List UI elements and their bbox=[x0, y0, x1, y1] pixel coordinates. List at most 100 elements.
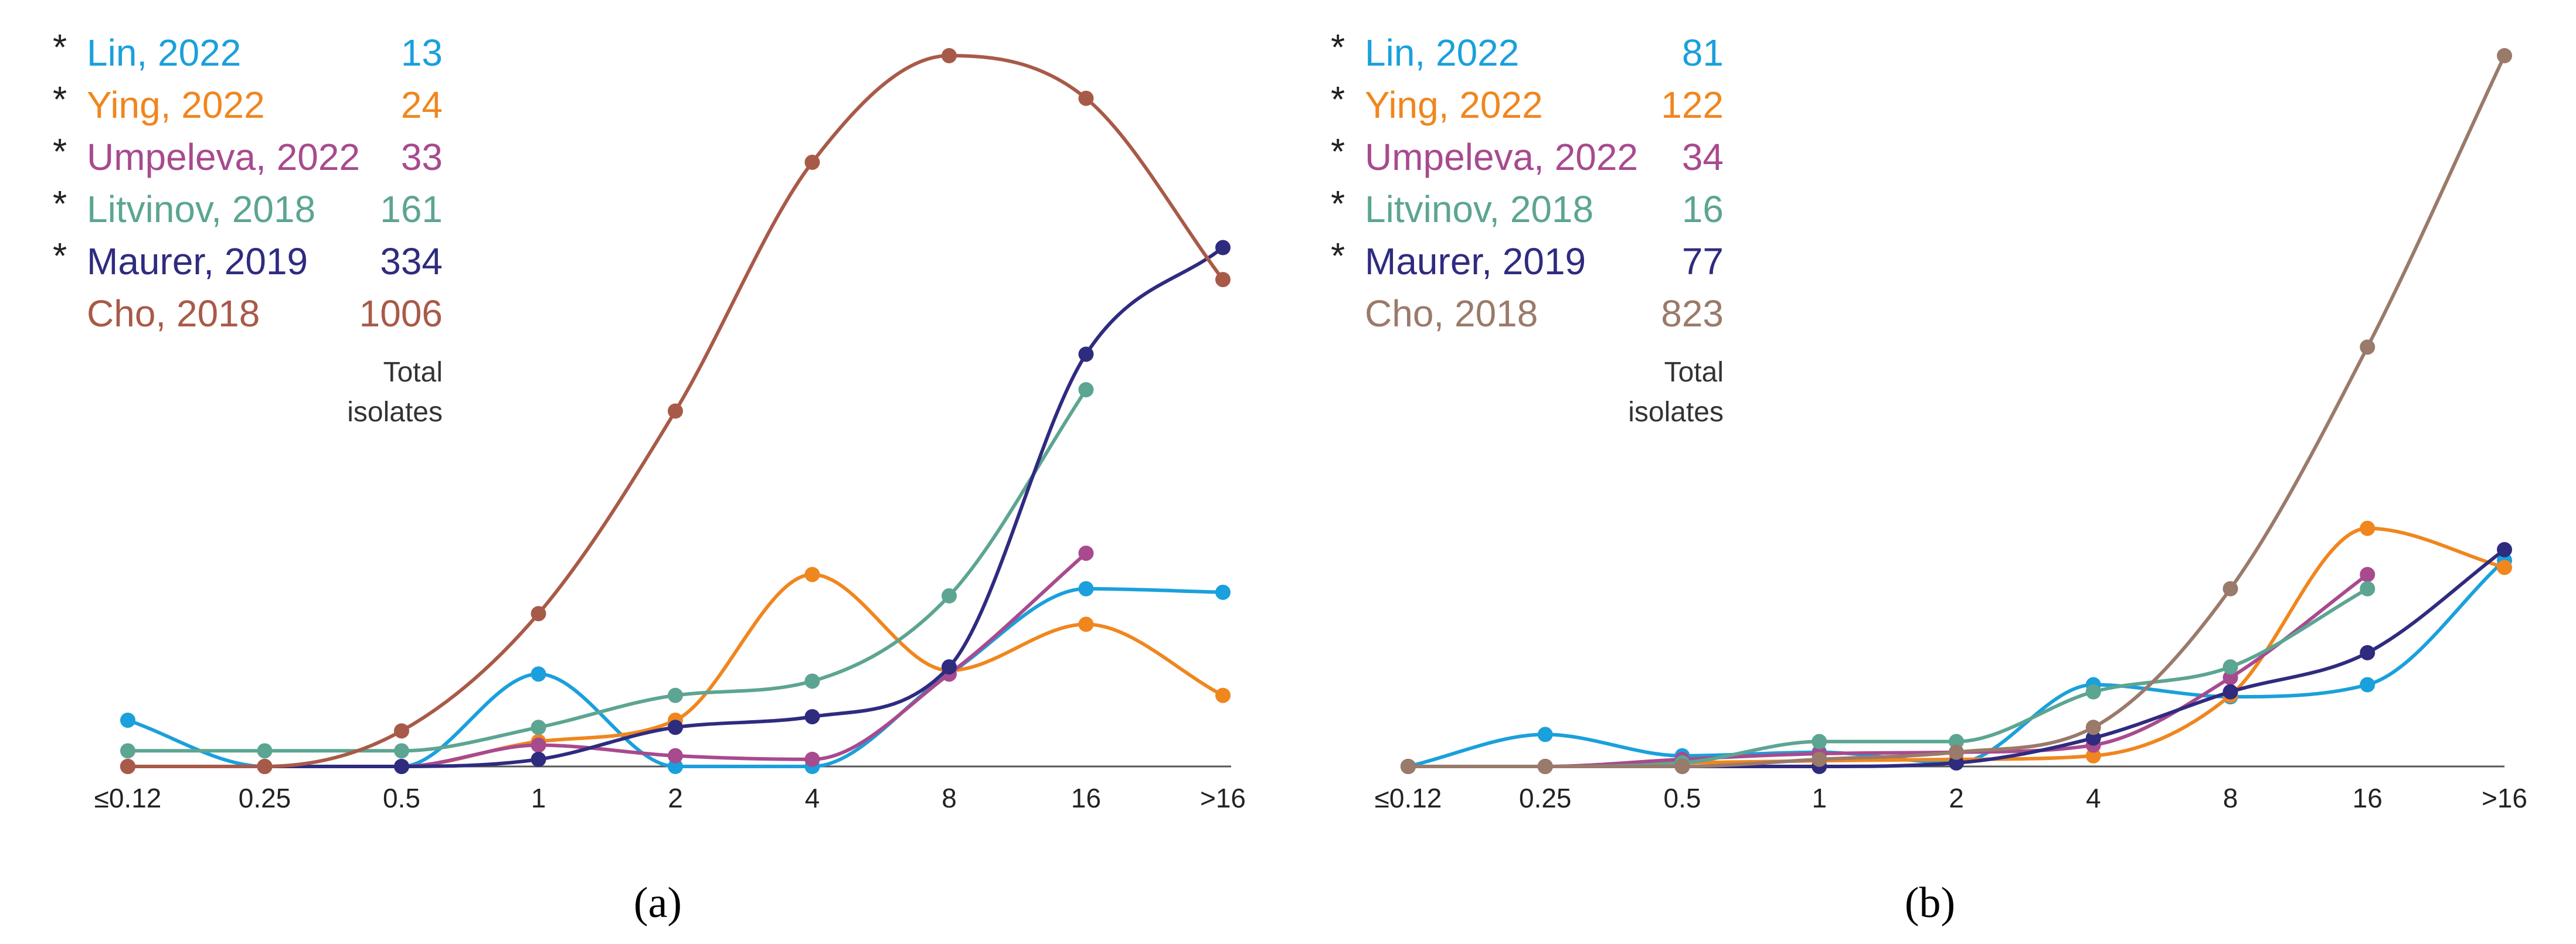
legend-asterisk: * bbox=[53, 132, 67, 172]
series-line-lin bbox=[126, 587, 1225, 768]
data-point bbox=[2085, 730, 2101, 746]
data-point bbox=[804, 154, 820, 170]
data-point bbox=[531, 666, 546, 682]
data-point bbox=[668, 687, 683, 703]
x-tick-label: 1 bbox=[1812, 783, 1827, 813]
data-point bbox=[1401, 759, 1416, 774]
x-tick-label: 2 bbox=[1949, 783, 1964, 813]
data-point bbox=[2497, 48, 2512, 63]
x-tick-label: ≤0.12 bbox=[1375, 783, 1442, 813]
data-point bbox=[2222, 684, 2238, 700]
legend-asterisk: * bbox=[53, 28, 67, 68]
data-point bbox=[1078, 546, 1094, 561]
data-point bbox=[942, 588, 957, 604]
data-point bbox=[1812, 751, 1827, 767]
total-isolates-label: Total bbox=[1664, 357, 1724, 388]
legend-entry-name: Lin, 2022 bbox=[1365, 32, 1519, 74]
data-point bbox=[2222, 581, 2238, 597]
data-point bbox=[1674, 759, 1690, 774]
chart-panel-a: ≤0.12 0.25 0.5 1 2 4 8 16 >16* Lin, 2022 13* Ying, … bbox=[53, 28, 1246, 813]
legend-entry-name: Maurer, 2019 bbox=[87, 240, 308, 282]
data-point bbox=[804, 709, 820, 725]
x-tick-label: 0.25 bbox=[1519, 783, 1572, 813]
data-point bbox=[531, 606, 546, 622]
x-tick-label: 0.25 bbox=[239, 783, 291, 813]
legend-entry-name: Ying, 2022 bbox=[1365, 84, 1543, 126]
legend-entry-name: Maurer, 2019 bbox=[1365, 240, 1586, 282]
data-point bbox=[1078, 90, 1094, 106]
data-point bbox=[120, 759, 135, 774]
legend-asterisk: * bbox=[1331, 236, 1345, 277]
x-tick-label: 4 bbox=[2086, 783, 2101, 813]
legend-entry-total: 161 bbox=[380, 188, 443, 230]
total-isolates-label: isolates bbox=[347, 397, 443, 428]
x-tick-label: ≤0.12 bbox=[94, 783, 162, 813]
data-point bbox=[668, 720, 683, 735]
data-point bbox=[1215, 584, 1231, 600]
x-tick-label: >16 bbox=[1200, 783, 1246, 813]
total-isolates-label: isolates bbox=[1628, 397, 1724, 428]
legend-entry-total: 334 bbox=[380, 240, 443, 282]
data-point bbox=[120, 713, 135, 728]
data-point bbox=[2497, 542, 2512, 558]
legend-entry-name: Cho, 2018 bbox=[87, 292, 260, 335]
legend-entry-total: 81 bbox=[1682, 32, 1724, 74]
data-point bbox=[804, 673, 820, 689]
legend-entry-total: 34 bbox=[1682, 136, 1724, 178]
legend-entry-total: 1006 bbox=[359, 292, 443, 335]
data-point bbox=[531, 751, 546, 767]
data-point bbox=[2085, 720, 2101, 735]
data-point bbox=[2360, 677, 2376, 693]
data-point bbox=[668, 748, 683, 764]
caption-a: (a) bbox=[634, 879, 682, 927]
legend-entry-total: 77 bbox=[1682, 240, 1724, 282]
data-point bbox=[257, 743, 273, 759]
caption-b: (b) bbox=[1905, 879, 1955, 927]
series-line-cho bbox=[126, 54, 1225, 768]
data-point bbox=[257, 759, 273, 774]
x-tick-label: 8 bbox=[942, 783, 957, 813]
data-point bbox=[942, 659, 957, 675]
data-point bbox=[120, 743, 135, 759]
data-point bbox=[1949, 744, 1964, 760]
legend-asterisk: * bbox=[1331, 28, 1345, 68]
data-point bbox=[1949, 734, 1964, 749]
x-tick-label: 16 bbox=[2353, 783, 2383, 813]
data-point bbox=[668, 759, 683, 774]
legend-entry-name: Umpeleva, 2022 bbox=[1365, 136, 1638, 178]
data-point bbox=[531, 720, 546, 735]
series-line-ying bbox=[126, 572, 1225, 768]
legend-entry-name: Litvinov, 2018 bbox=[87, 188, 315, 230]
data-point bbox=[668, 403, 683, 419]
data-point bbox=[2360, 581, 2376, 597]
series-line-umpeleva bbox=[126, 551, 1088, 768]
legend-entry-name: Litvinov, 2018 bbox=[1365, 188, 1593, 230]
data-point bbox=[394, 723, 409, 739]
data-point bbox=[804, 567, 820, 582]
x-tick-label: 2 bbox=[668, 783, 683, 813]
x-tick-label: 1 bbox=[531, 783, 546, 813]
series-line-ying bbox=[1406, 526, 2506, 768]
data-point bbox=[1812, 734, 1827, 749]
data-point bbox=[531, 737, 546, 753]
data-point bbox=[1949, 755, 1964, 771]
legend-asterisk: * bbox=[1331, 80, 1345, 120]
data-point bbox=[1215, 687, 1231, 703]
legend-asterisk: * bbox=[1331, 132, 1345, 172]
x-tick-label: 8 bbox=[2223, 783, 2238, 813]
x-tick-label: 16 bbox=[1071, 783, 1101, 813]
data-point bbox=[2360, 567, 2376, 582]
legend-entry-total: 823 bbox=[1661, 292, 1724, 335]
legend-entry-name: Cho, 2018 bbox=[1365, 292, 1538, 335]
legend-asterisk: * bbox=[53, 236, 67, 277]
legend-entry-name: Lin, 2022 bbox=[87, 32, 241, 74]
chart-panel-b: ≤0.12 0.25 0.5 1 2 4 8 16 >16 * Lin, 2022 81 * Ying, … bbox=[1331, 28, 2527, 813]
data-point bbox=[2085, 748, 2101, 764]
total-isolates-label: Total bbox=[383, 357, 443, 388]
series-line-litvinov bbox=[126, 388, 1088, 753]
legend-entry-total: 122 bbox=[1661, 84, 1724, 126]
x-tick-label: >16 bbox=[2482, 783, 2527, 813]
data-point bbox=[2085, 684, 2101, 700]
series-line-maurer bbox=[126, 246, 1225, 768]
